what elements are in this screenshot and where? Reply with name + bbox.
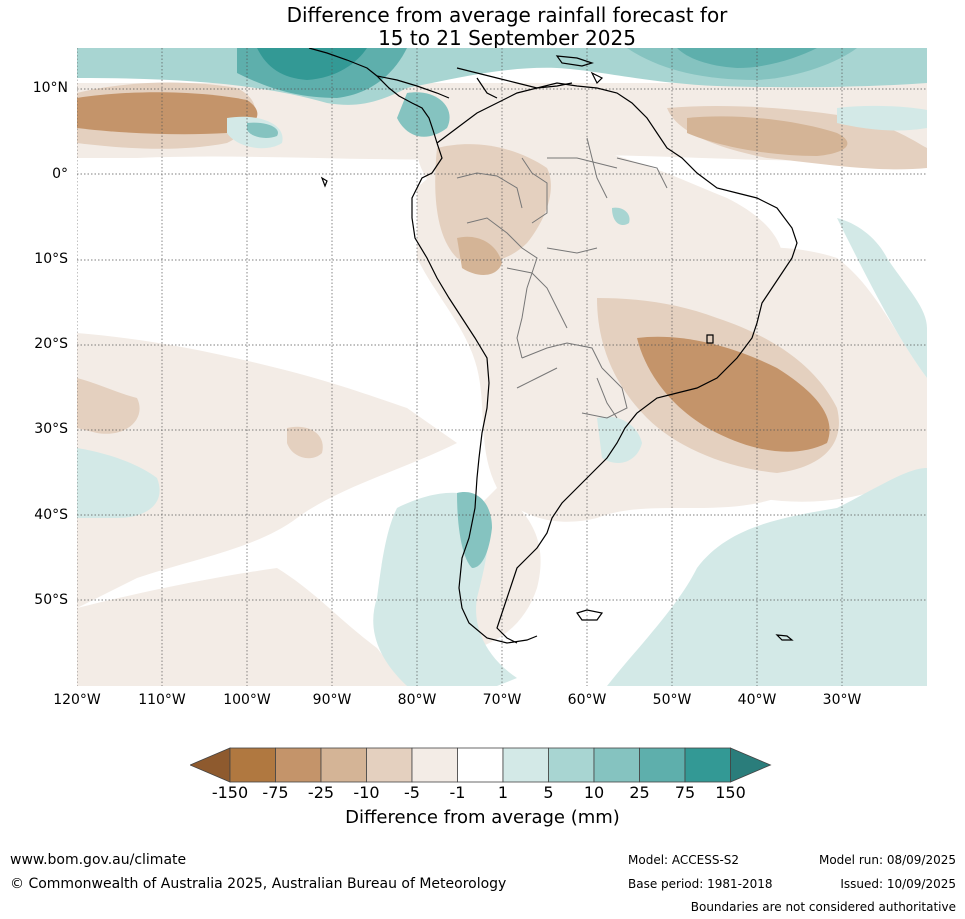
- map-title: Difference from average rainfall forecas…: [0, 4, 965, 50]
- footer-disclaimer: Boundaries are not considered authoritat…: [690, 900, 956, 914]
- lat-label-30s: 30°S: [34, 421, 68, 437]
- colorbar-tick-label: 25: [629, 783, 650, 802]
- colorbar-segments: [190, 747, 772, 783]
- lon-label-110w: 110°W: [138, 692, 186, 708]
- colorbar-segment: [229, 747, 276, 783]
- graticule: [77, 48, 927, 686]
- colorbar-tick-label: -25: [307, 783, 335, 802]
- lon-label-60w: 60°W: [567, 692, 607, 708]
- lon-label-100w: 100°W: [223, 692, 271, 708]
- lat-label-10s: 10°S: [34, 251, 68, 267]
- colorbar-arrow-high: [730, 747, 772, 783]
- colorbar-segment: [457, 747, 504, 783]
- footer-model: Model: ACCESS-S2: [628, 853, 740, 867]
- colorbar-segment: [639, 747, 686, 783]
- colorbar-tick-label: 10: [583, 783, 605, 802]
- lon-label-50w: 50°W: [652, 692, 692, 708]
- footer-base-period: Base period: 1981-2018: [628, 877, 773, 891]
- lon-label-80w: 80°W: [397, 692, 437, 708]
- colorbar: [190, 747, 772, 783]
- colorbar-tick-label: 1: [497, 783, 509, 802]
- lat-label-20s: 20°S: [34, 336, 68, 352]
- lat-label-40s: 40°S: [34, 507, 68, 523]
- colorbar-arrow-low: [190, 747, 231, 783]
- footer-copyright: © Commonwealth of Australia 2025, Austra…: [10, 876, 507, 892]
- colorbar-tick-label: -10: [353, 783, 380, 802]
- title-line-2: 15 to 21 September 2025: [378, 26, 636, 50]
- colorbar-tick-label: -5: [404, 783, 420, 802]
- lat-label-10n: 10°N: [32, 80, 68, 96]
- lon-label-30w: 30°W: [822, 692, 862, 708]
- colorbar-tick-label: -75: [262, 783, 289, 802]
- colorbar-segment: [366, 747, 413, 783]
- lon-label-70w: 70°W: [482, 692, 522, 708]
- colorbar-tick-label: 5: [543, 783, 554, 802]
- footer-model-run: Model run: 08/09/2025: [818, 853, 956, 867]
- coastlines: [308, 48, 798, 644]
- colorbar-segment: [684, 747, 731, 783]
- colorbar-label: Difference from average (mm): [345, 807, 620, 828]
- colorbar-segment: [275, 747, 322, 783]
- colorbar-segment: [502, 747, 549, 783]
- rainfall-map: [77, 48, 927, 686]
- country-boundaries: [456, 137, 668, 419]
- colorbar-segment: [593, 747, 640, 783]
- lon-label-40w: 40°W: [737, 692, 777, 708]
- colorbar-tick-label: 75: [674, 783, 696, 802]
- colorbar-segment: [411, 747, 458, 783]
- colorbar-tick-label: -1: [449, 783, 466, 802]
- lat-label-50s: 50°S: [34, 592, 68, 608]
- colorbar-segment: [320, 747, 367, 783]
- colorbar-tick-label: -150: [211, 783, 249, 802]
- lon-label-120w: 120°W: [53, 692, 101, 708]
- footer-issued: Issued: 10/09/2025: [840, 877, 956, 891]
- map-canvas: [77, 48, 927, 686]
- footer-website[interactable]: www.bom.gov.au/climate: [10, 852, 187, 868]
- lat-label-0: 0°: [52, 166, 68, 182]
- lon-label-90w: 90°W: [312, 692, 352, 708]
- title-line-1: Difference from average rainfall forecas…: [286, 3, 728, 27]
- colorbar-tick-label: 150: [715, 783, 746, 802]
- colorbar-segment: [548, 747, 595, 783]
